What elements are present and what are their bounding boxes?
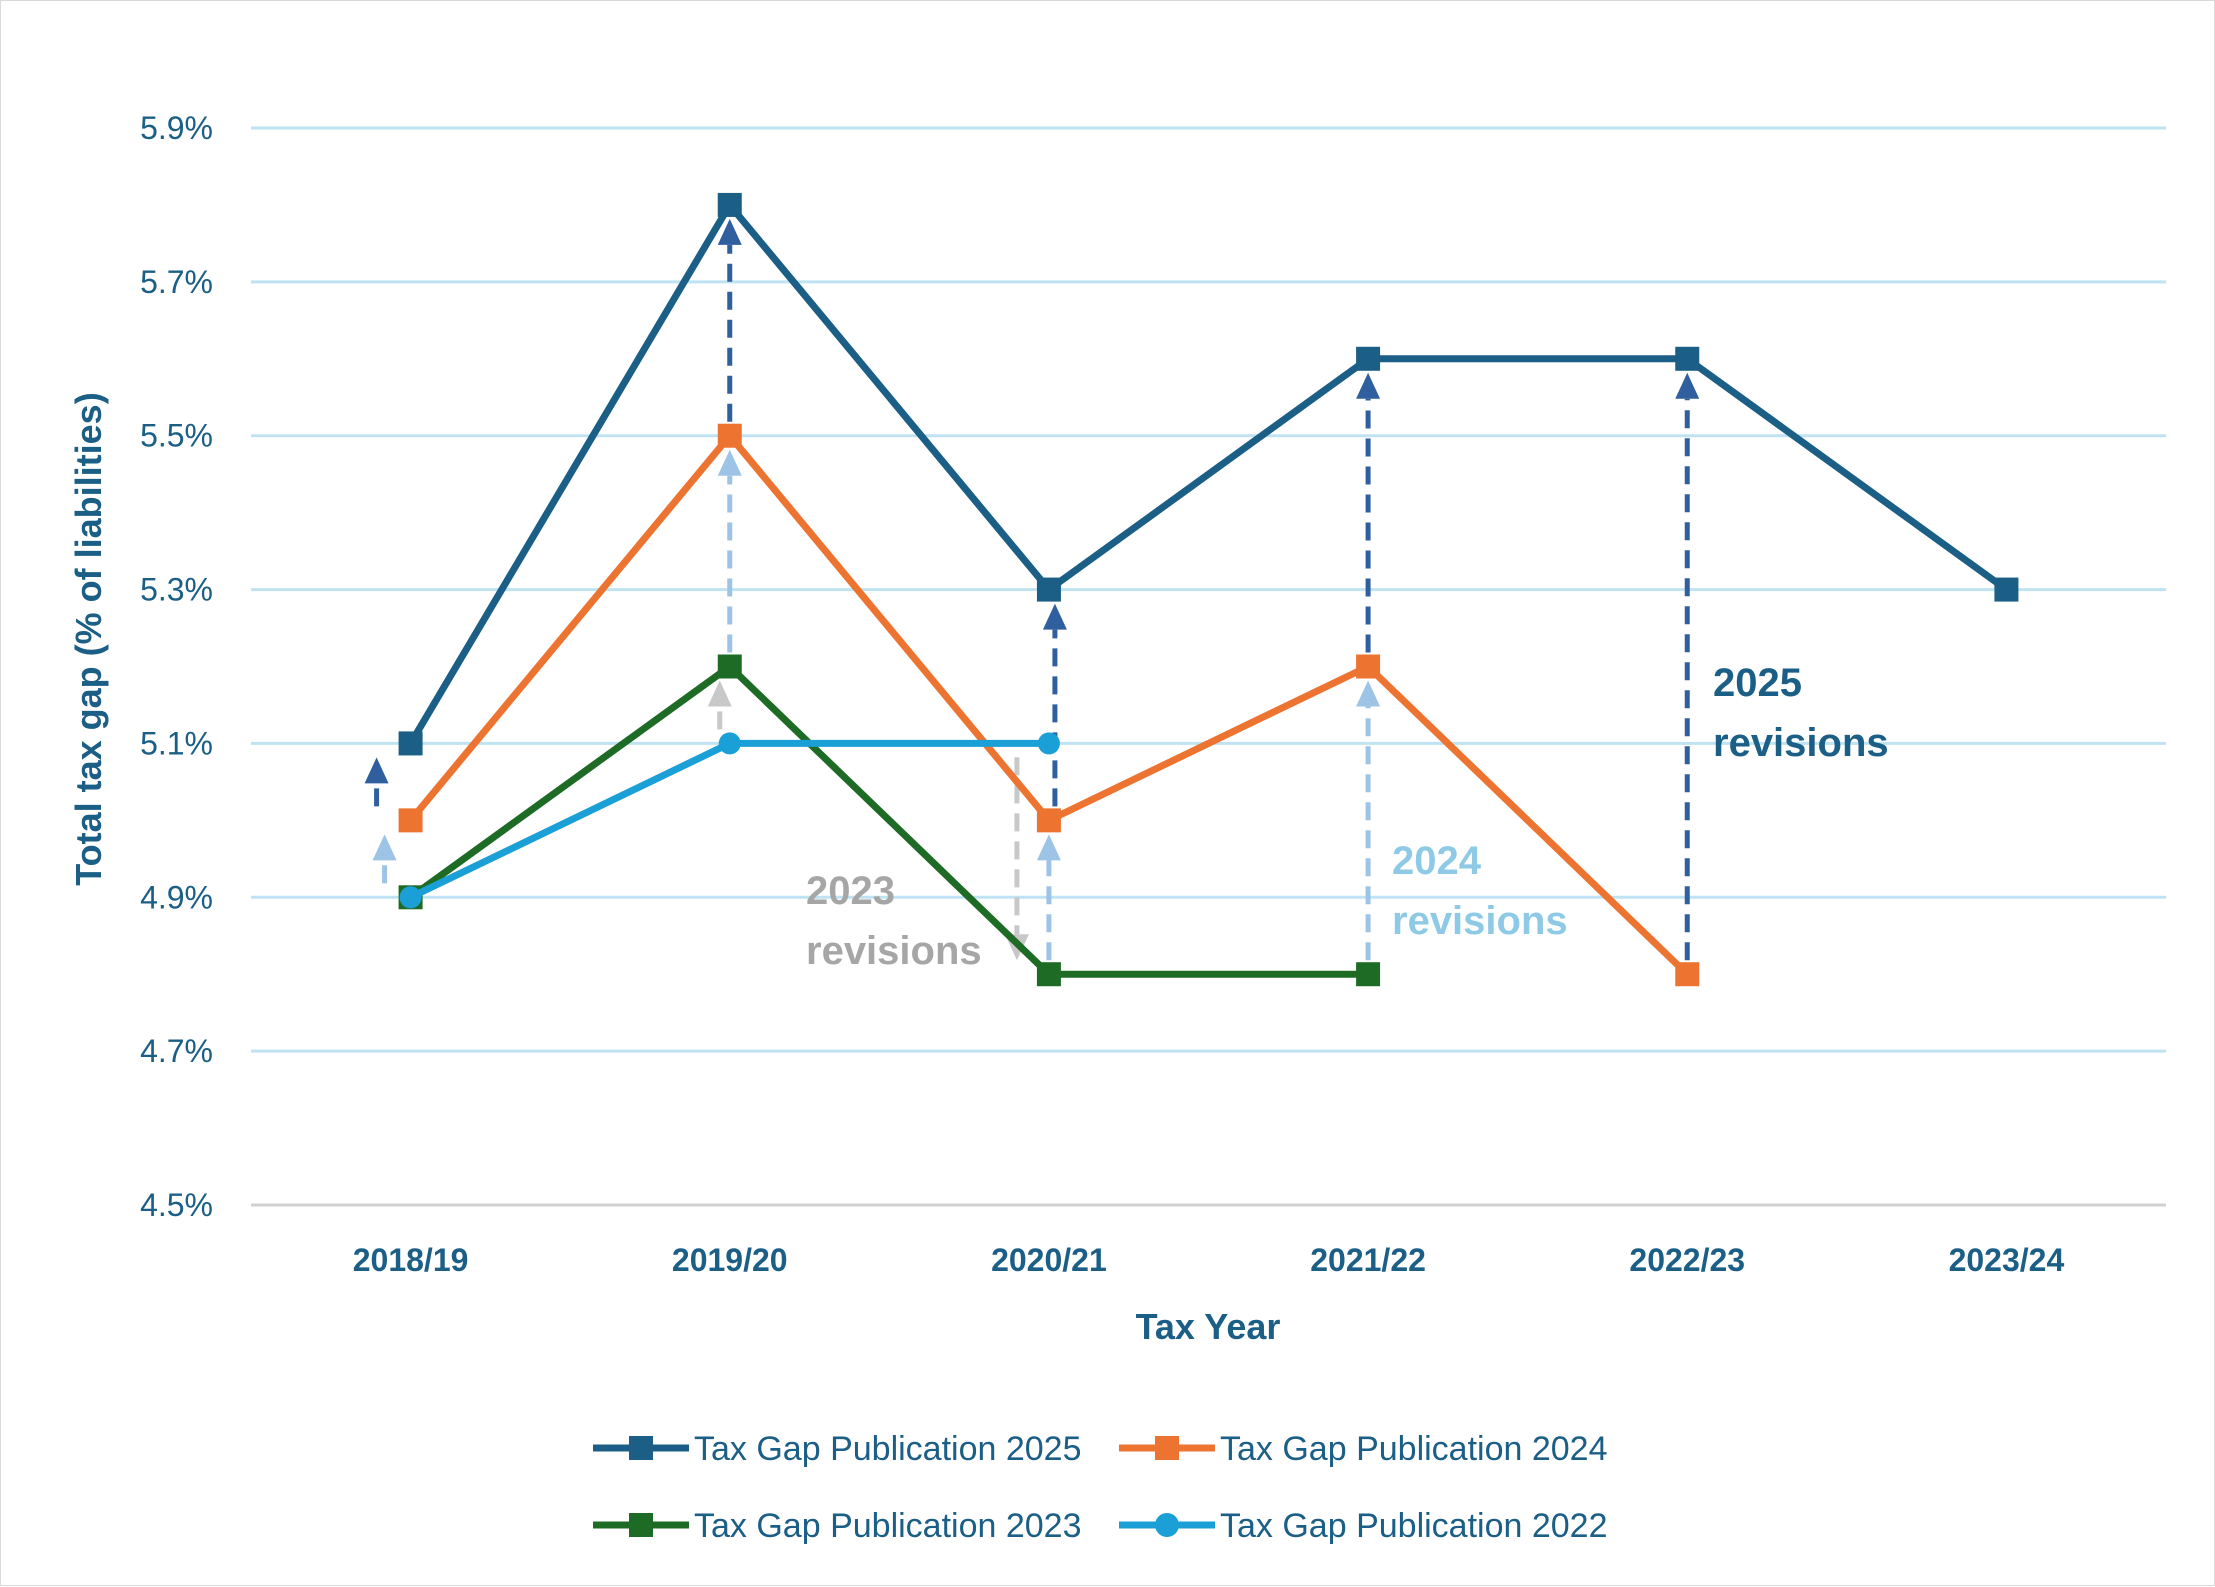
legend-item-2025: Tax Gap Publication 2025 [593, 1430, 1081, 1468]
annotation-2023-line2: revisions [806, 929, 982, 973]
series-tax-gap-publication-2024 [398, 423, 1700, 987]
annotation-2025-line2: revisions [1713, 721, 1889, 765]
x-axis-title: Tax Year [1136, 1306, 1281, 1347]
data-point [1356, 654, 1381, 679]
y-tick-label: 5.7% [140, 264, 213, 300]
y-tick-label: 5.3% [140, 572, 213, 608]
legend-item-2024: Tax Gap Publication 2024 [1119, 1430, 1607, 1468]
x-tick-label: 2019/20 [672, 1242, 788, 1278]
x-tick-label: 2022/23 [1629, 1242, 1745, 1278]
data-point [718, 732, 741, 755]
revision-arrows [364, 218, 1700, 961]
x-tick-label: 2021/22 [1310, 1242, 1426, 1278]
legend-marker-2023 [629, 1513, 653, 1537]
y-tick-label: 4.9% [140, 879, 213, 915]
legend-label-2025: Tax Gap Publication 2025 [694, 1430, 1081, 1468]
y-tick-label: 5.1% [140, 725, 213, 761]
y-tick-label: 5.5% [140, 418, 213, 454]
legend-label-2022: Tax Gap Publication 2022 [1220, 1507, 1607, 1545]
series-tax-gap-publication-2023 [398, 654, 1381, 987]
gridlines [251, 126, 2166, 1207]
legend-label-2023: Tax Gap Publication 2023 [694, 1507, 1081, 1545]
annotation-2025-line1: 2025 [1713, 661, 1802, 705]
data-point [1675, 346, 1700, 371]
y-tick-label: 4.5% [140, 1187, 213, 1223]
y-tick-label: 5.9% [140, 110, 213, 146]
x-tick-label: 2023/24 [1949, 1242, 2065, 1278]
annotation-2023-revisions: 2023 revisions [806, 869, 982, 973]
legend-marker-2024 [1155, 1436, 1179, 1460]
y-axis-title: Total tax gap (% of liabilities) [68, 392, 109, 885]
data-point [717, 192, 742, 217]
data-point [1356, 962, 1381, 987]
series-line [407, 201, 2009, 746]
series-lines [398, 192, 2019, 987]
x-axis-ticks: 2018/19 2019/20 2020/21 2021/22 2022/23 2023/… [353, 1242, 2065, 1278]
annotation-2024-line1: 2024 [1392, 839, 1482, 883]
data-point [1036, 577, 1061, 602]
revision-arrow-head [1356, 680, 1381, 707]
annotation-2025-revisions: 2025 revisions [1713, 661, 1889, 765]
data-point [1675, 962, 1700, 987]
y-tick-label: 4.7% [140, 1033, 213, 1069]
x-tick-label: 2020/21 [991, 1242, 1107, 1278]
legend-item-2023: Tax Gap Publication 2023 [593, 1507, 1081, 1545]
legend-item-2022: Tax Gap Publication 2022 [1119, 1507, 1607, 1545]
data-point [1036, 962, 1061, 987]
data-point [1036, 808, 1061, 833]
legend: Tax Gap Publication 2025 Tax Gap Publica… [593, 1430, 1607, 1545]
series-line [408, 663, 1369, 978]
legend-marker-2025 [629, 1436, 653, 1460]
legend-label-2024: Tax Gap Publication 2024 [1220, 1430, 1607, 1468]
annotation-2023-line1: 2023 [806, 869, 895, 913]
revision-arrow-head [1042, 603, 1067, 630]
x-tick-label: 2018/19 [353, 1242, 469, 1278]
revision-arrow-head [707, 680, 732, 707]
revision-arrow-head [1356, 372, 1381, 399]
revision-arrow-head [717, 218, 742, 245]
data-point [1037, 732, 1060, 755]
series-tax-gap-publication-2022 [399, 732, 1060, 909]
data-point [1994, 577, 2019, 602]
legend-marker-2022 [1155, 1513, 1179, 1537]
revision-arrow-head [1675, 372, 1700, 399]
data-point [398, 731, 423, 756]
series-tax-gap-publication-2025 [398, 192, 2019, 756]
revision-arrow-head [717, 449, 742, 476]
data-point [398, 808, 423, 833]
revision-arrow-head [364, 757, 389, 784]
data-point [399, 886, 422, 909]
annotation-2024-revisions: 2024 revisions [1392, 839, 1568, 943]
series-line [409, 739, 1049, 901]
data-point [1356, 346, 1381, 371]
data-point [717, 423, 742, 448]
data-point [717, 654, 742, 679]
revision-arrow-head [1036, 834, 1061, 861]
annotation-2024-line2: revisions [1392, 899, 1568, 943]
revision-arrow-head [372, 834, 397, 861]
y-axis-ticks: 4.5% 4.7% 4.9% 5.1% 5.3% 5.5% 5.7% 5.9% [140, 110, 213, 1223]
